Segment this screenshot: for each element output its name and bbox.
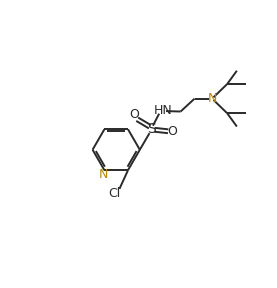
Text: N: N xyxy=(208,92,217,105)
Text: O: O xyxy=(130,108,139,121)
Text: O: O xyxy=(168,125,177,138)
Text: S: S xyxy=(147,122,156,136)
Text: Cl: Cl xyxy=(108,187,120,200)
Text: HN: HN xyxy=(154,104,173,117)
Text: N: N xyxy=(99,168,108,181)
